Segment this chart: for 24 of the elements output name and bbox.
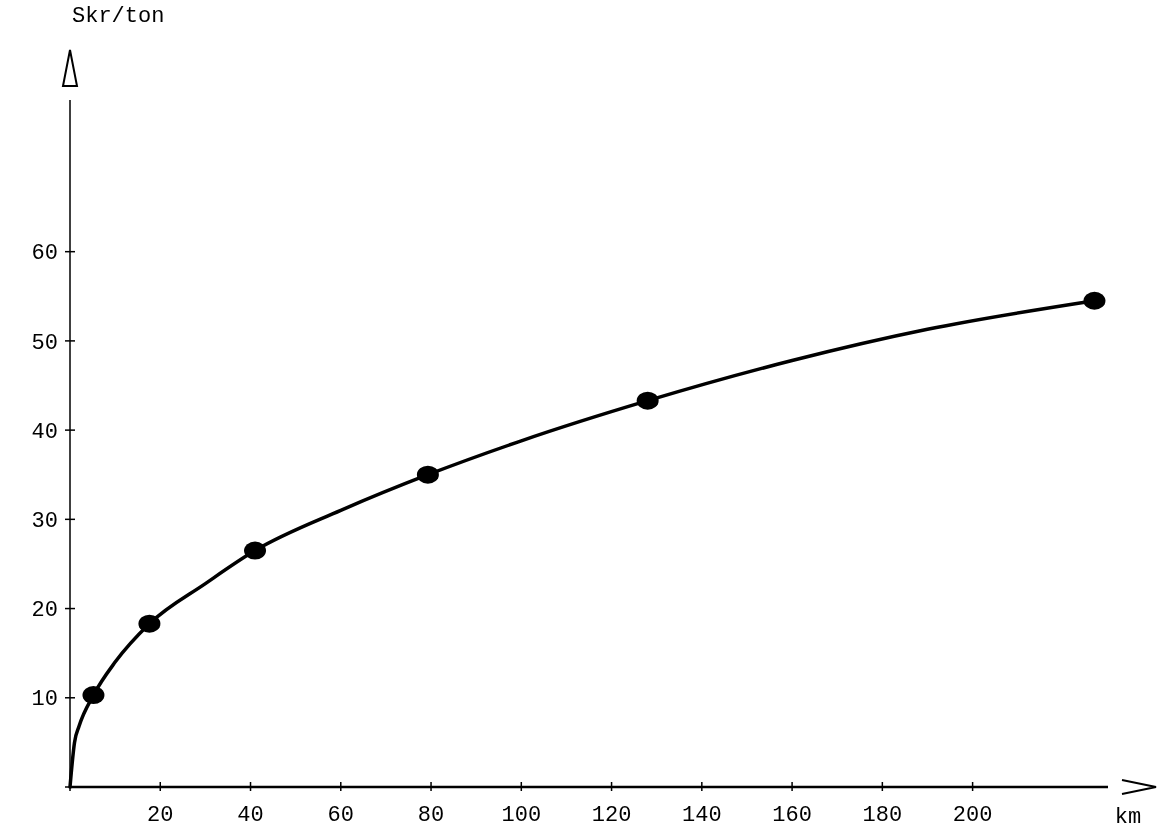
y-axis-title: Skr/ton [72,4,165,29]
y-tick-label: 60 [31,241,58,267]
x-tick-label: 180 [862,803,903,828]
point [416,465,439,484]
point [1083,291,1106,310]
point [636,391,659,410]
x-tick-label: 60 [327,803,354,828]
y-tick-label: 10 [31,687,58,713]
x-tick-label: 160 [772,803,812,828]
x-tick-label: 120 [591,803,632,828]
x-tick-label: 80 [417,803,445,828]
point [138,614,161,633]
point [82,686,105,705]
x-tick-label: 200 [952,803,993,828]
y-tick-label: 50 [31,330,58,356]
y-tick-label: 20 [31,598,58,624]
y-tick-label: 30 [31,509,58,535]
x-tick-label: 100 [501,803,542,828]
y-tick-label: 40 [31,419,58,445]
x-axis-title: km [1114,805,1142,830]
x-tick-label: 140 [682,803,722,828]
x-tick-label: 20 [147,803,174,828]
x-tick-label: 40 [237,803,264,828]
point [244,541,267,560]
